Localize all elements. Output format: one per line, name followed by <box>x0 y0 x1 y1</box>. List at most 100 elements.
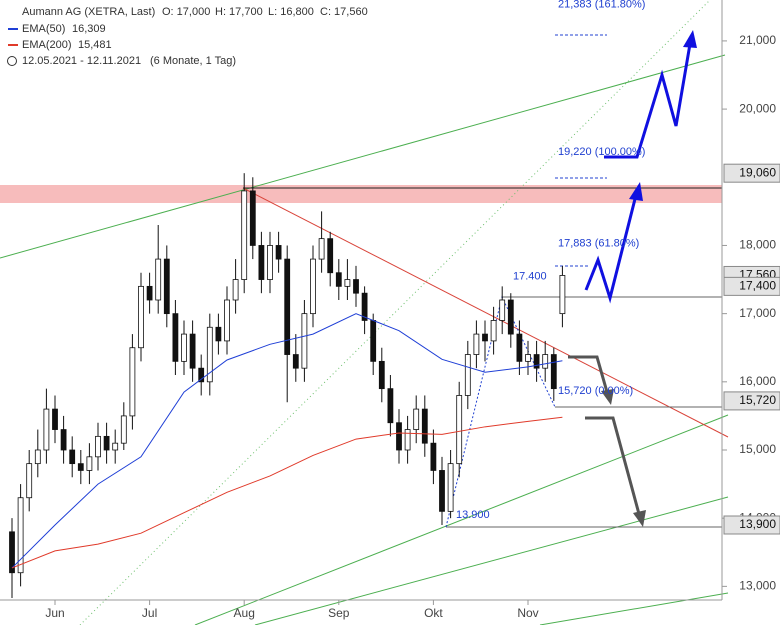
level-box <box>723 391 780 411</box>
candle-body <box>34 449 41 465</box>
trend-line <box>0 54 726 259</box>
candle-body <box>387 388 394 424</box>
y-tick-label: 16,000 <box>739 374 776 388</box>
resistance-zone <box>0 185 722 203</box>
y-tick-label: 18,000 <box>739 238 776 252</box>
level-label: 13,900 <box>739 517 776 531</box>
annotation: 15,720 (0.00%) <box>558 385 633 397</box>
fib-line <box>445 295 556 528</box>
candle-body <box>404 429 411 451</box>
candle-body <box>129 347 136 417</box>
candle-body <box>439 470 445 512</box>
candle-body <box>533 354 540 369</box>
candle-body <box>181 333 187 362</box>
candle-body <box>60 429 67 451</box>
candle-body <box>464 354 471 396</box>
projection-arrow <box>604 43 692 159</box>
legend-value: 15,481 <box>78 39 112 51</box>
candle-body <box>163 258 170 315</box>
candle-body <box>516 333 523 362</box>
legend-value: 16,309 <box>72 23 106 35</box>
candle-body <box>327 238 334 274</box>
candle-body <box>189 333 196 369</box>
candle-body <box>17 497 24 574</box>
legend-label: EMA(200) <box>22 39 72 51</box>
y-tick-label: 21,000 <box>739 33 776 47</box>
candle-body <box>69 449 76 465</box>
candle-body <box>241 190 248 280</box>
trend-line <box>194 414 729 625</box>
y-tick-label: 15,000 <box>739 442 776 456</box>
candle-body <box>215 326 222 342</box>
candle-body <box>361 292 368 321</box>
legend-label: EMA(50) <box>22 23 65 35</box>
candle-body <box>378 360 385 390</box>
candle-body <box>120 415 127 444</box>
candle-body <box>172 313 179 362</box>
arrow-head <box>601 389 614 405</box>
level-box <box>723 276 780 296</box>
date-range: 12.05.2021 - 12.11.2021 <box>22 55 141 67</box>
candle-body <box>310 258 316 315</box>
level-label: 19,060 <box>739 165 776 179</box>
candle-body <box>499 299 506 321</box>
candle-body <box>206 326 213 383</box>
candle-body <box>26 463 33 499</box>
arrow-head <box>683 30 697 48</box>
projection-arrow <box>585 416 641 515</box>
candle-body <box>421 408 428 444</box>
x-tick-label: Jul <box>142 606 157 620</box>
candle-body <box>456 395 463 465</box>
trend-line <box>254 496 729 625</box>
candle-body <box>507 299 514 335</box>
projection-arrow <box>584 194 638 304</box>
level-label: 17,400 <box>739 279 776 293</box>
candle-body <box>301 313 308 369</box>
x-tick-label: Jun <box>45 606 64 620</box>
candle-body <box>267 245 273 280</box>
header-open: O: 17,000 <box>162 6 210 18</box>
level-box <box>723 163 780 183</box>
candle-body <box>473 333 480 355</box>
y-tick-label: 20,000 <box>739 101 776 115</box>
candle-body <box>224 299 230 342</box>
annotation: 17,883 (61.80%) <box>558 237 639 249</box>
candle-body <box>275 245 282 260</box>
trend-line <box>539 592 729 625</box>
projection-arrow <box>568 355 609 393</box>
annotation: 21,383 (161.80%) <box>558 0 645 11</box>
candle-body <box>77 463 84 471</box>
candle-body <box>95 435 101 458</box>
x-tick-label: Aug <box>234 606 255 620</box>
level-box <box>723 515 780 535</box>
arrow-head <box>633 510 646 527</box>
candle-body <box>525 354 531 362</box>
candle-body <box>103 435 110 451</box>
trend-line <box>242 187 729 438</box>
candle-body <box>258 245 265 280</box>
candle-body <box>335 272 342 287</box>
candle-body <box>292 354 299 369</box>
clock-icon <box>7 56 17 66</box>
candle-body <box>559 275 566 315</box>
candle-body <box>146 285 153 301</box>
candle-body <box>284 258 291 355</box>
annotation: 13.900 <box>456 509 490 521</box>
header-title: Aumann AG (XETRA, Last) <box>22 6 155 18</box>
candle-body <box>249 190 256 246</box>
x-tick-label: Okt <box>424 606 443 620</box>
candle-body <box>112 442 119 451</box>
candle-body <box>396 422 402 451</box>
arrow-head <box>629 182 643 201</box>
candle-body <box>52 408 58 430</box>
x-tick-label: Nov <box>517 606 538 620</box>
annotation: 19,220 (100.00%) <box>558 146 645 158</box>
candle-body <box>550 354 557 390</box>
candle-body <box>413 408 420 430</box>
header-high: H: 17,700 <box>215 6 263 18</box>
candle-body <box>138 285 144 349</box>
candle-body <box>344 279 351 287</box>
candle-body <box>447 463 454 512</box>
candle-body <box>353 279 359 294</box>
candle-body <box>370 320 377 362</box>
